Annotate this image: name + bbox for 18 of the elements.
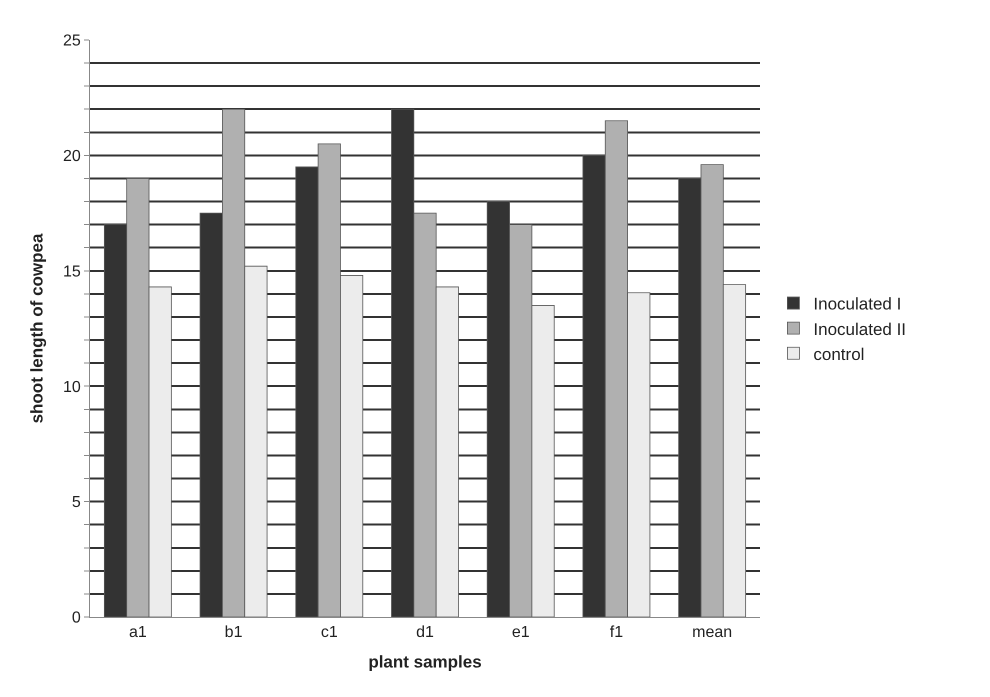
y-tick-label: 10	[63, 378, 81, 396]
legend-label: Inoculated I	[813, 294, 902, 314]
legend-label: control	[813, 344, 864, 364]
y-tick-label: 15	[63, 263, 81, 280]
y-tick-label: 5	[72, 494, 81, 512]
y-tick-label: 25	[63, 32, 81, 50]
y-tick-label: 0	[72, 610, 81, 627]
legend-label: Inoculated II	[813, 320, 906, 339]
x-tick-label: d1	[416, 624, 434, 642]
x-tick-label: mean	[692, 624, 732, 642]
y-axis-title: shoot length of cowpea	[28, 233, 47, 424]
x-axis-title: plant samples	[368, 652, 482, 672]
x-tick-label: c1	[320, 624, 338, 642]
y-tick-label: 20	[63, 148, 81, 165]
x-tick-label: b1	[224, 624, 243, 642]
x-tick-label: a1	[128, 624, 147, 642]
x-tick-label: f1	[610, 624, 624, 642]
x-tick-label: e1	[512, 624, 530, 642]
